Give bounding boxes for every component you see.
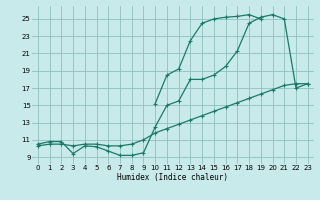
X-axis label: Humidex (Indice chaleur): Humidex (Indice chaleur)	[117, 173, 228, 182]
